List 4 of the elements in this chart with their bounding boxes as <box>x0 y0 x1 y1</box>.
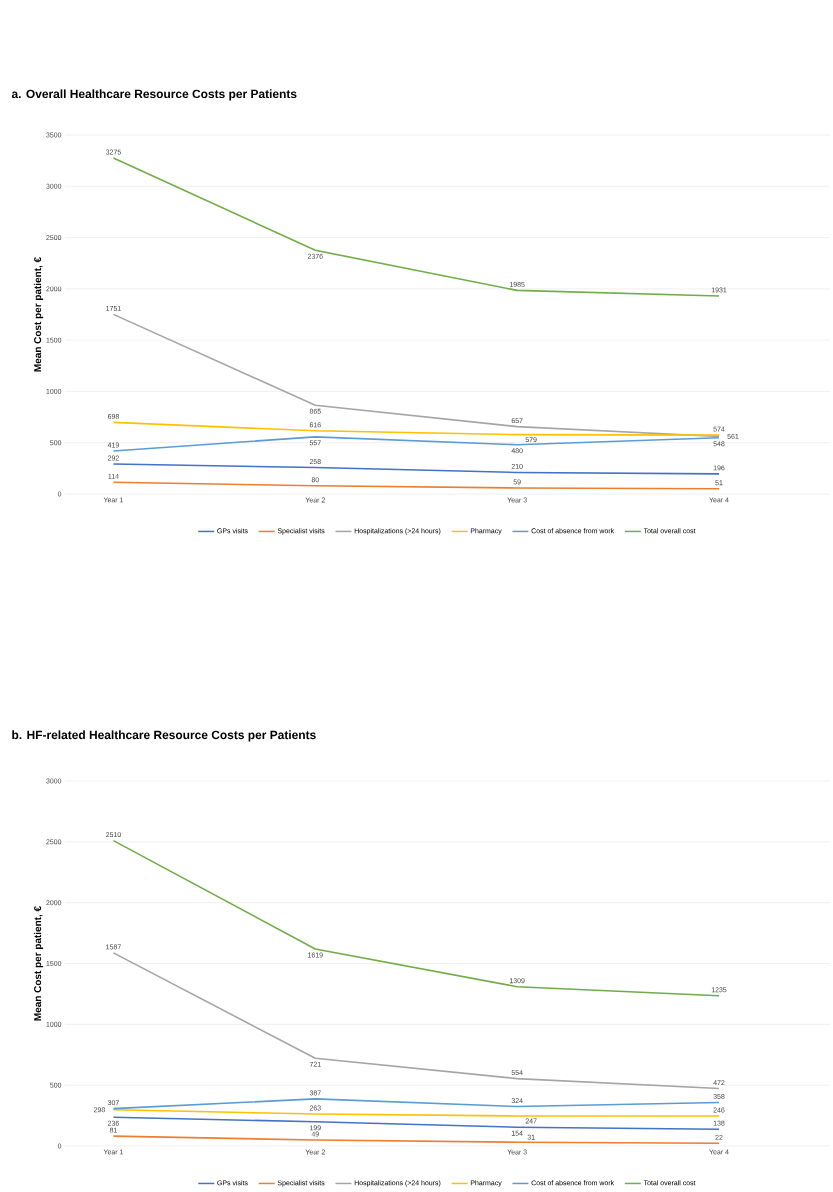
y-axis-title: Mean Cost per patient, € <box>33 906 44 1021</box>
chart-title: b. HF-related Healthcare Resource Costs per Patients <box>12 730 316 742</box>
chart-title: a. Overall Healthcare Resource Costs per Patients <box>11 89 297 101</box>
y-axis-title: Mean Cost per patient, € <box>33 257 44 372</box>
